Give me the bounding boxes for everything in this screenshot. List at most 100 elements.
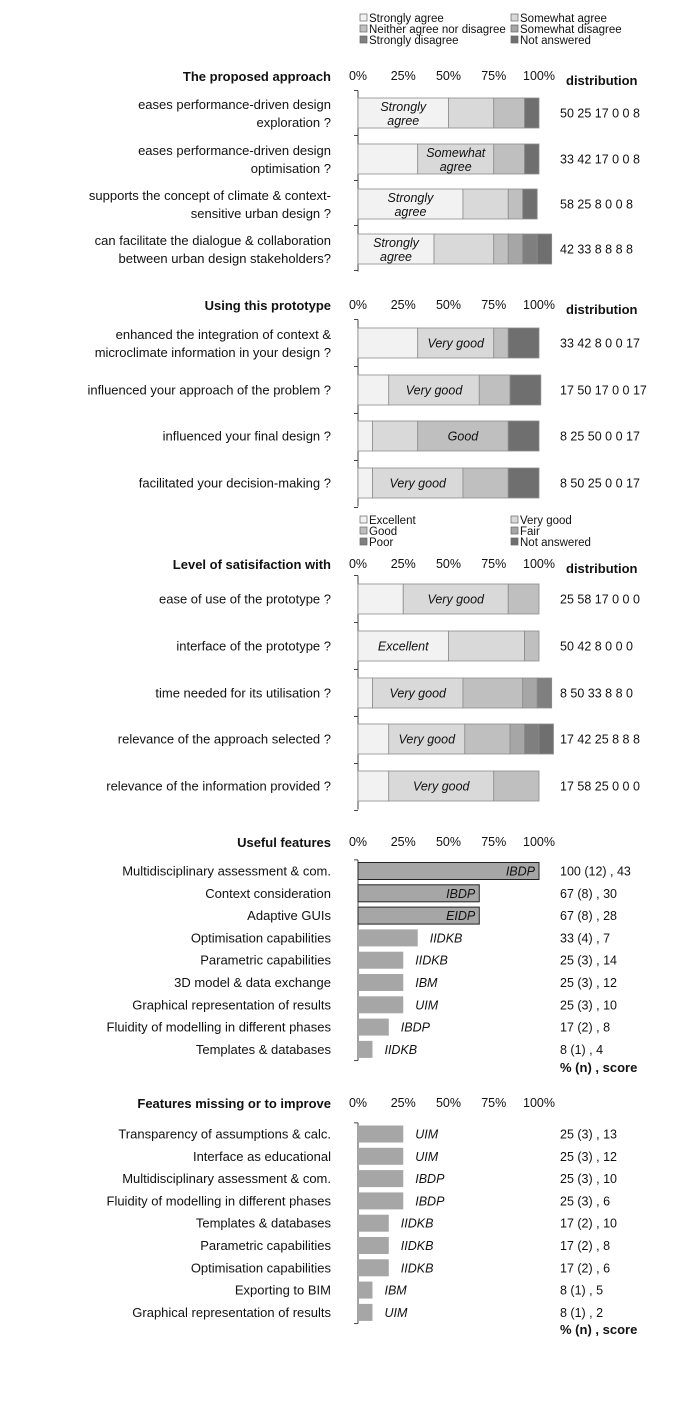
missing-features-chart-tick: 0% bbox=[349, 1096, 367, 1110]
agreement-legend-swatch bbox=[510, 24, 519, 33]
approach-chart-distribution: 42 33 8 8 8 8 bbox=[560, 243, 633, 257]
useful-features-chart-bar bbox=[358, 1040, 373, 1058]
approach-chart-bar-segment bbox=[524, 97, 540, 129]
prototype-chart-bar-segment bbox=[493, 327, 509, 359]
useful-features-chart-row-label: Adaptive GUIs bbox=[247, 908, 331, 923]
prototype-chart-bar-segment bbox=[417, 327, 495, 359]
missing-features-chart-tick: 100% bbox=[523, 1096, 555, 1110]
prototype-chart-tick: 0% bbox=[349, 298, 367, 312]
prototype-chart-bar-label: Very good bbox=[427, 337, 485, 351]
useful-features-chart-bar-tag: IBM bbox=[415, 976, 438, 990]
agreement-legend-swatch bbox=[510, 35, 519, 44]
missing-features-chart-bar bbox=[358, 1125, 404, 1143]
prototype-chart-bar-label: Very good bbox=[389, 477, 447, 491]
useful-features-chart-bar bbox=[358, 996, 404, 1014]
approach-chart-tick: 0% bbox=[349, 69, 367, 83]
useful-features-chart-annotation: 67 (8) , 30 bbox=[560, 887, 617, 901]
approach-chart-bar-segment bbox=[448, 97, 495, 129]
prototype-chart-row-label: facilitated your decision-making ? bbox=[139, 476, 331, 491]
missing-features-chart-bar-tag: UIM bbox=[415, 1150, 439, 1164]
useful-features-chart-bar-tag: UIM bbox=[415, 998, 439, 1012]
prototype-chart-distribution: 17 50 17 0 0 17 bbox=[560, 384, 647, 398]
prototype-chart-bar-segment bbox=[507, 467, 540, 499]
satisfaction-chart-distribution: 17 42 25 8 8 8 bbox=[560, 733, 640, 747]
prototype-chart-bar-segment bbox=[462, 467, 509, 499]
satisfaction-chart-bar-segment bbox=[372, 677, 464, 709]
approach-chart-bar-segment bbox=[357, 143, 419, 175]
useful-features-chart-tick: 0% bbox=[349, 835, 367, 849]
prototype-chart-distribution-header: distribution bbox=[566, 302, 638, 317]
agreement-legend-item: Somewhat disagree bbox=[520, 24, 622, 36]
agreement-legend-item: Strongly agree bbox=[369, 13, 444, 25]
approach-chart-bar-segment bbox=[357, 188, 464, 220]
approach-chart-bar-segment bbox=[493, 97, 525, 129]
satisfaction-chart-bar-label: Very good bbox=[389, 687, 447, 701]
satisfaction-chart-bar-segment bbox=[448, 630, 525, 662]
approach-chart-bar-label: agree bbox=[394, 205, 426, 219]
satisfaction-chart-distribution-header: distribution bbox=[566, 561, 638, 576]
satisfaction-chart-bar-label: Excellent bbox=[378, 640, 429, 654]
prototype-chart-distribution: 33 42 8 0 0 17 bbox=[560, 337, 640, 351]
missing-features-chart-bar-tag: IBM bbox=[384, 1284, 407, 1298]
prototype-chart-bar-segment bbox=[507, 420, 540, 452]
prototype-chart-bar-segment bbox=[357, 327, 419, 359]
missing-features-chart-bar bbox=[358, 1237, 389, 1254]
useful-features-chart-bar bbox=[358, 951, 404, 969]
rating-legend-swatch bbox=[510, 537, 519, 546]
satisfaction-chart-row-label: interface of the prototype ? bbox=[176, 639, 331, 654]
prototype-chart-bar-segment bbox=[507, 327, 540, 359]
missing-features-chart-annotation: 25 (3) , 6 bbox=[560, 1194, 610, 1208]
approach-chart-bar-segment bbox=[507, 188, 524, 220]
missing-features-chart-annotation: 25 (3) , 13 bbox=[560, 1128, 617, 1142]
agreement-legend-swatch bbox=[359, 35, 368, 44]
approach-chart-row-label: between urban design stakeholders? bbox=[119, 251, 331, 266]
prototype-chart-row-label: influenced your approach of the problem … bbox=[87, 383, 331, 398]
rating-legend-item: Very good bbox=[520, 515, 572, 527]
prototype-chart-distribution: 8 25 50 0 0 17 bbox=[560, 430, 640, 444]
satisfaction-chart-bar-segment bbox=[524, 630, 540, 662]
approach-chart-bar-segment bbox=[524, 143, 540, 175]
useful-features-chart-bar bbox=[358, 1018, 389, 1036]
missing-features-chart-bar-tag: IIDKB bbox=[401, 1217, 434, 1231]
satisfaction-chart-bar-label: Very good bbox=[399, 733, 457, 747]
approach-chart-bar-segment bbox=[357, 97, 449, 129]
missing-features-chart-score-header: % (n) , score bbox=[560, 1322, 637, 1337]
missing-features-chart-bar bbox=[358, 1259, 389, 1277]
satisfaction-chart-bar-segment bbox=[462, 677, 524, 709]
approach-chart-row-label: exploration ? bbox=[257, 115, 331, 130]
satisfaction-chart-bar-segment bbox=[536, 677, 553, 709]
missing-features-chart-bar-tag: IIDKB bbox=[401, 1261, 434, 1275]
useful-features-chart-annotation: 25 (3) , 12 bbox=[560, 976, 617, 990]
approach-chart-row-label: optimisation ? bbox=[251, 161, 331, 176]
missing-features-chart-tick: 25% bbox=[391, 1096, 416, 1110]
approach-chart-bar-label: Somewhat bbox=[426, 146, 486, 160]
prototype-chart-title: Using this prototype bbox=[205, 298, 331, 313]
approach-chart-bar-segment bbox=[493, 233, 509, 265]
missing-features-chart-tick: 75% bbox=[481, 1096, 506, 1110]
satisfaction-chart-bar-segment bbox=[493, 770, 540, 802]
agreement-legend-swatch bbox=[359, 24, 368, 33]
useful-features-chart-bar-tag: IBDP bbox=[506, 865, 536, 879]
prototype-chart-tick: 75% bbox=[481, 298, 506, 312]
approach-chart-bar-segment bbox=[462, 188, 509, 220]
prototype-chart-tick: 25% bbox=[391, 298, 416, 312]
agreement-legend-item: Somewhat agree bbox=[520, 13, 607, 25]
approach-chart-bar-label: Strongly bbox=[380, 100, 427, 114]
satisfaction-chart-bar-segment bbox=[357, 583, 404, 615]
satisfaction-chart-tick: 0% bbox=[349, 557, 367, 571]
prototype-chart-row-label: influenced your final design ? bbox=[163, 429, 331, 444]
satisfaction-chart-bar-segment bbox=[509, 723, 525, 755]
prototype-chart-distribution: 8 50 25 0 0 17 bbox=[560, 477, 640, 491]
satisfaction-chart-row-label: ease of use of the prototype ? bbox=[159, 592, 331, 607]
agreement-legend-swatch bbox=[359, 13, 368, 22]
rating-legend-item: Fair bbox=[520, 526, 540, 538]
approach-chart-bar-label: Strongly bbox=[388, 191, 435, 205]
rating-legend-swatch bbox=[510, 515, 519, 524]
useful-features-chart-annotation: 33 (4) , 7 bbox=[560, 931, 610, 945]
useful-features-chart-row-label: Multidisciplinary assessment & com. bbox=[122, 864, 331, 879]
rating-legend-swatch bbox=[359, 515, 368, 524]
approach-chart-bar-label: agree bbox=[440, 160, 472, 174]
satisfaction-chart-row-label: relevance of the information provided ? bbox=[106, 779, 331, 794]
approach-chart-row-label: sensitive urban design ? bbox=[191, 206, 331, 221]
